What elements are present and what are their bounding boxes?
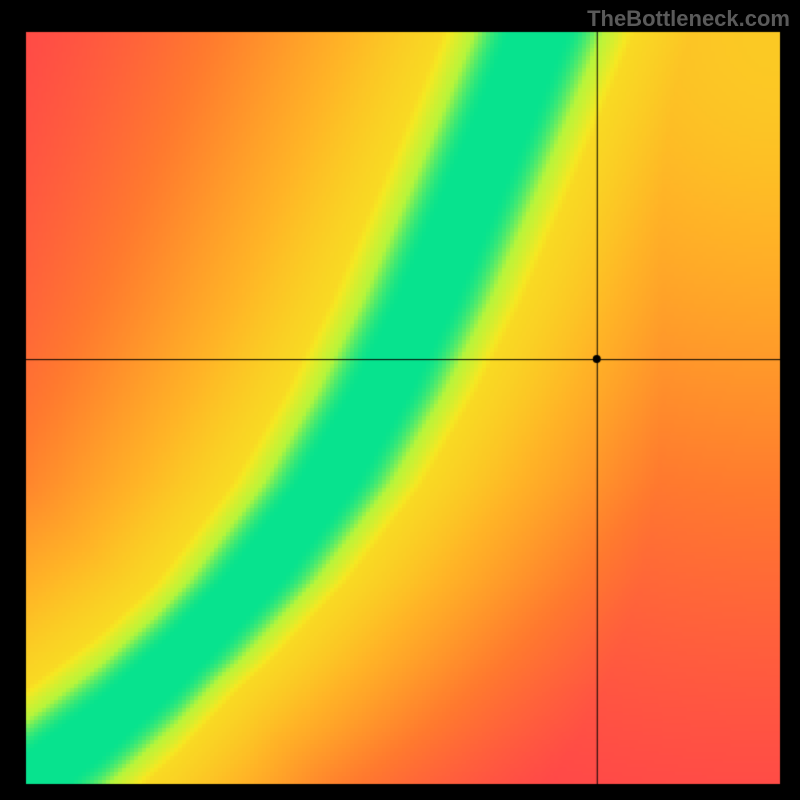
watermark-text: TheBottleneck.com: [587, 6, 790, 32]
heatmap-canvas: [0, 0, 800, 800]
chart-container: TheBottleneck.com: [0, 0, 800, 800]
